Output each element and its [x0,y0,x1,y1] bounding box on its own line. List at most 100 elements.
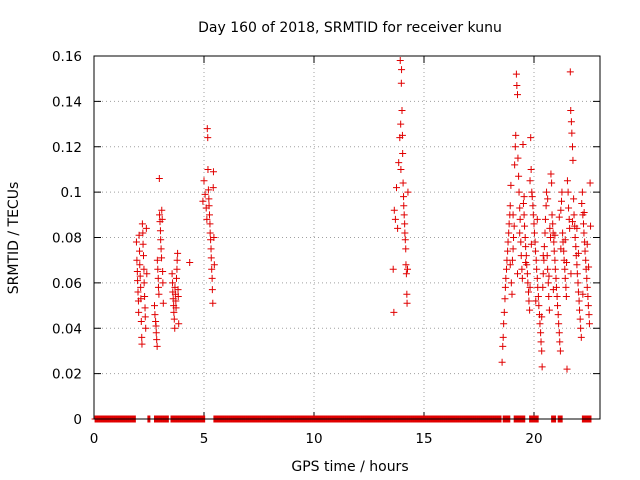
data-point [204,165,212,173]
data-point [534,292,542,300]
data-point [528,193,536,201]
data-point [154,265,162,273]
data-point [159,279,167,287]
data-point [555,329,563,337]
data-point [530,229,538,237]
data-point [570,195,578,203]
data-point [532,297,540,305]
x-tick-label: 20 [525,431,542,447]
data-point [522,252,530,260]
data-point [567,106,575,114]
data-point [548,211,556,219]
data-point [567,118,575,126]
data-point [545,292,553,300]
data-point [547,234,554,241]
data-point [515,188,523,196]
data-point [510,234,518,241]
data-point [155,175,163,183]
data-point [584,302,592,310]
data-point [579,290,587,298]
data-point [135,231,143,239]
data-point [141,304,149,312]
data-point [139,240,147,248]
data-point [136,272,144,280]
data-point [154,274,162,282]
data-point [203,215,211,223]
data-point [209,299,217,307]
tick-labels: 0 0.02 0.04 0.06 0.08 0.1 0.12 0.14 0.16 0 5 10 15 20 [52,49,543,447]
data-point [561,265,569,273]
data-point [551,265,559,273]
data-point [174,286,182,294]
data-point [133,256,141,264]
data-point [557,206,565,214]
data-point [524,279,532,287]
data-point [207,245,215,253]
data-point [201,190,209,198]
data-point [142,324,150,332]
data-point [170,308,178,316]
data-point [397,165,405,173]
data-point [208,274,216,282]
data-point [401,229,409,237]
data-point [512,70,520,78]
data-point [522,243,530,251]
data-points [91,57,595,423]
data-point [501,283,509,291]
data-point [168,270,176,278]
data-point [169,279,177,287]
data-point [401,220,409,228]
data-point [526,306,534,314]
data-point [509,245,517,253]
data-point [561,236,569,244]
data-point [518,265,526,273]
data-point [538,363,546,371]
plot-frame [93,55,601,420]
data-point [206,229,214,237]
data-point [571,234,579,241]
data-point [401,236,409,244]
data-point [402,270,410,278]
data-point [505,229,513,237]
data-point [137,317,145,325]
data-point [554,311,562,319]
data-point [550,238,558,246]
data-point [135,308,143,316]
data-point [159,299,167,307]
data-point [152,322,160,330]
data-point [207,254,215,262]
data-point [538,313,546,321]
data-point [205,202,213,210]
data-point [569,156,577,164]
data-point [394,224,402,232]
data-point [151,311,159,319]
data-point [537,338,545,346]
data-point [519,199,527,207]
data-point [518,274,526,282]
data-point [566,224,574,232]
data-point [153,256,161,264]
y-tick-label: 0.04 [52,321,82,337]
data-point [208,286,216,294]
data-point [203,125,211,133]
data-point [585,320,593,328]
data-point [509,211,517,219]
data-point [404,188,412,196]
data-point [396,57,404,65]
data-point [521,234,529,241]
data-point [576,315,584,323]
data-point [578,188,586,196]
data-point [566,68,574,76]
data-point [173,274,180,282]
data-point [567,270,575,278]
data-point [568,129,576,137]
y-tick-label: 0.1 [61,185,82,201]
data-point [510,222,518,230]
data-point [586,179,594,187]
data-point [565,204,573,212]
data-point [573,261,581,269]
data-point [546,224,554,232]
data-point [159,268,167,276]
data-point [400,211,408,219]
